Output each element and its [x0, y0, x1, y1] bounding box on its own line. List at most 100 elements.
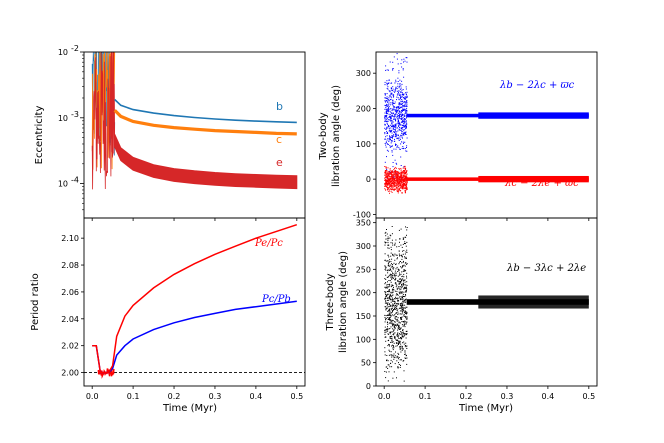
data-point	[402, 283, 404, 285]
data-point	[392, 334, 394, 335]
data-point	[391, 295, 393, 297]
data-point	[389, 119, 391, 121]
data-point	[394, 184, 396, 186]
data-point	[394, 131, 396, 133]
data-point	[400, 266, 402, 268]
data-point	[396, 186, 398, 188]
data-point	[397, 257, 398, 259]
data-point	[387, 179, 389, 181]
data-point	[388, 349, 390, 351]
data-point	[397, 175, 399, 177]
data-point	[397, 122, 399, 124]
data-point	[391, 170, 393, 172]
data-point	[403, 185, 405, 187]
data-point	[394, 182, 395, 183]
data-point	[390, 114, 392, 116]
data-point	[406, 330, 408, 332]
data-point	[394, 110, 396, 112]
data-point	[398, 112, 399, 114]
data-point	[401, 313, 403, 315]
data-point	[391, 239, 393, 241]
y-tick-label: 200	[356, 105, 371, 114]
data-point	[400, 63, 402, 65]
data-point	[404, 118, 406, 120]
data-point	[403, 301, 405, 303]
y-tick-exponent: -4	[71, 176, 79, 185]
data-point	[394, 355, 396, 357]
data-point	[394, 324, 396, 326]
data-point	[405, 258, 407, 259]
data-point	[386, 287, 388, 289]
data-point	[394, 82, 396, 84]
data-point	[399, 346, 401, 348]
data-point	[403, 264, 405, 266]
data-point	[397, 311, 399, 313]
data-point	[384, 241, 386, 243]
data-point	[405, 182, 407, 184]
data-point	[390, 309, 392, 311]
data-point	[388, 275, 390, 277]
data-point	[393, 179, 395, 181]
data-point	[402, 119, 404, 121]
data-point	[393, 56, 395, 58]
data-point	[398, 147, 400, 149]
data-point	[384, 292, 386, 294]
y-tick-label: 0	[366, 382, 371, 391]
data-point	[385, 293, 387, 295]
data-point	[385, 371, 387, 373]
data-point	[405, 116, 407, 118]
data-point	[406, 184, 408, 186]
data-point	[403, 179, 404, 181]
data-point	[391, 356, 393, 358]
data-point	[392, 175, 394, 177]
data-point	[393, 287, 394, 289]
data-point	[386, 109, 388, 111]
data-point	[404, 132, 406, 134]
data-point	[403, 287, 405, 289]
data-point	[398, 327, 400, 329]
data-point	[393, 176, 395, 178]
data-point	[405, 287, 407, 289]
data-point	[392, 264, 394, 265]
data-point	[399, 129, 401, 131]
data-point	[388, 364, 390, 366]
data-point	[403, 76, 405, 78]
data-point	[393, 183, 395, 185]
data-point	[389, 182, 391, 184]
data-point	[394, 124, 396, 126]
data-point	[405, 337, 407, 339]
data-point	[392, 268, 394, 270]
data-point	[395, 306, 397, 308]
data-point	[384, 183, 386, 185]
y-tick-label: 10	[58, 48, 68, 57]
data-point	[402, 133, 404, 135]
data-point	[392, 294, 394, 296]
data-point	[389, 259, 391, 261]
data-point	[396, 305, 398, 307]
data-point	[388, 188, 390, 190]
data-point	[402, 265, 404, 267]
data-point	[401, 256, 403, 258]
data-point	[404, 279, 406, 281]
data-point	[404, 172, 406, 174]
data-point	[404, 286, 406, 288]
data-point	[386, 177, 388, 178]
data-point	[403, 316, 405, 317]
data-point	[390, 189, 392, 190]
data-point	[397, 342, 399, 344]
data-point	[404, 102, 406, 104]
data-point	[391, 123, 393, 125]
data-point	[389, 129, 391, 131]
data-point	[394, 279, 396, 281]
data-point	[401, 258, 403, 260]
data-point	[385, 269, 387, 271]
data-point	[396, 106, 398, 108]
data-point	[406, 105, 408, 107]
data-point	[387, 291, 388, 292]
data-point	[397, 123, 399, 125]
data-point	[401, 255, 403, 257]
data-point	[391, 233, 393, 235]
data-point	[394, 302, 395, 304]
data-point	[401, 311, 403, 313]
data-point	[389, 135, 390, 137]
